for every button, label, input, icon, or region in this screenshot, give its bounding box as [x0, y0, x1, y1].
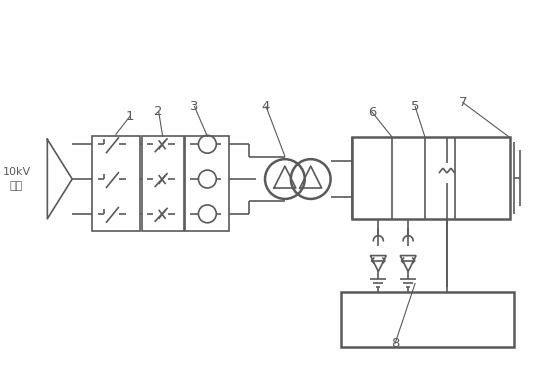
- Text: 3: 3: [190, 100, 199, 113]
- Text: 5: 5: [411, 100, 419, 113]
- Text: 2: 2: [154, 105, 163, 118]
- Text: 7: 7: [458, 96, 467, 109]
- Bar: [92, 136, 140, 231]
- Text: 1: 1: [125, 110, 134, 123]
- Bar: [353, 137, 510, 219]
- Text: 4: 4: [262, 100, 270, 113]
- Text: 8: 8: [391, 337, 399, 350]
- Bar: [341, 292, 514, 347]
- Bar: [185, 136, 229, 231]
- Bar: [142, 136, 184, 231]
- Text: 10kV
进线: 10kV 进线: [3, 168, 31, 191]
- Text: 6: 6: [368, 106, 377, 119]
